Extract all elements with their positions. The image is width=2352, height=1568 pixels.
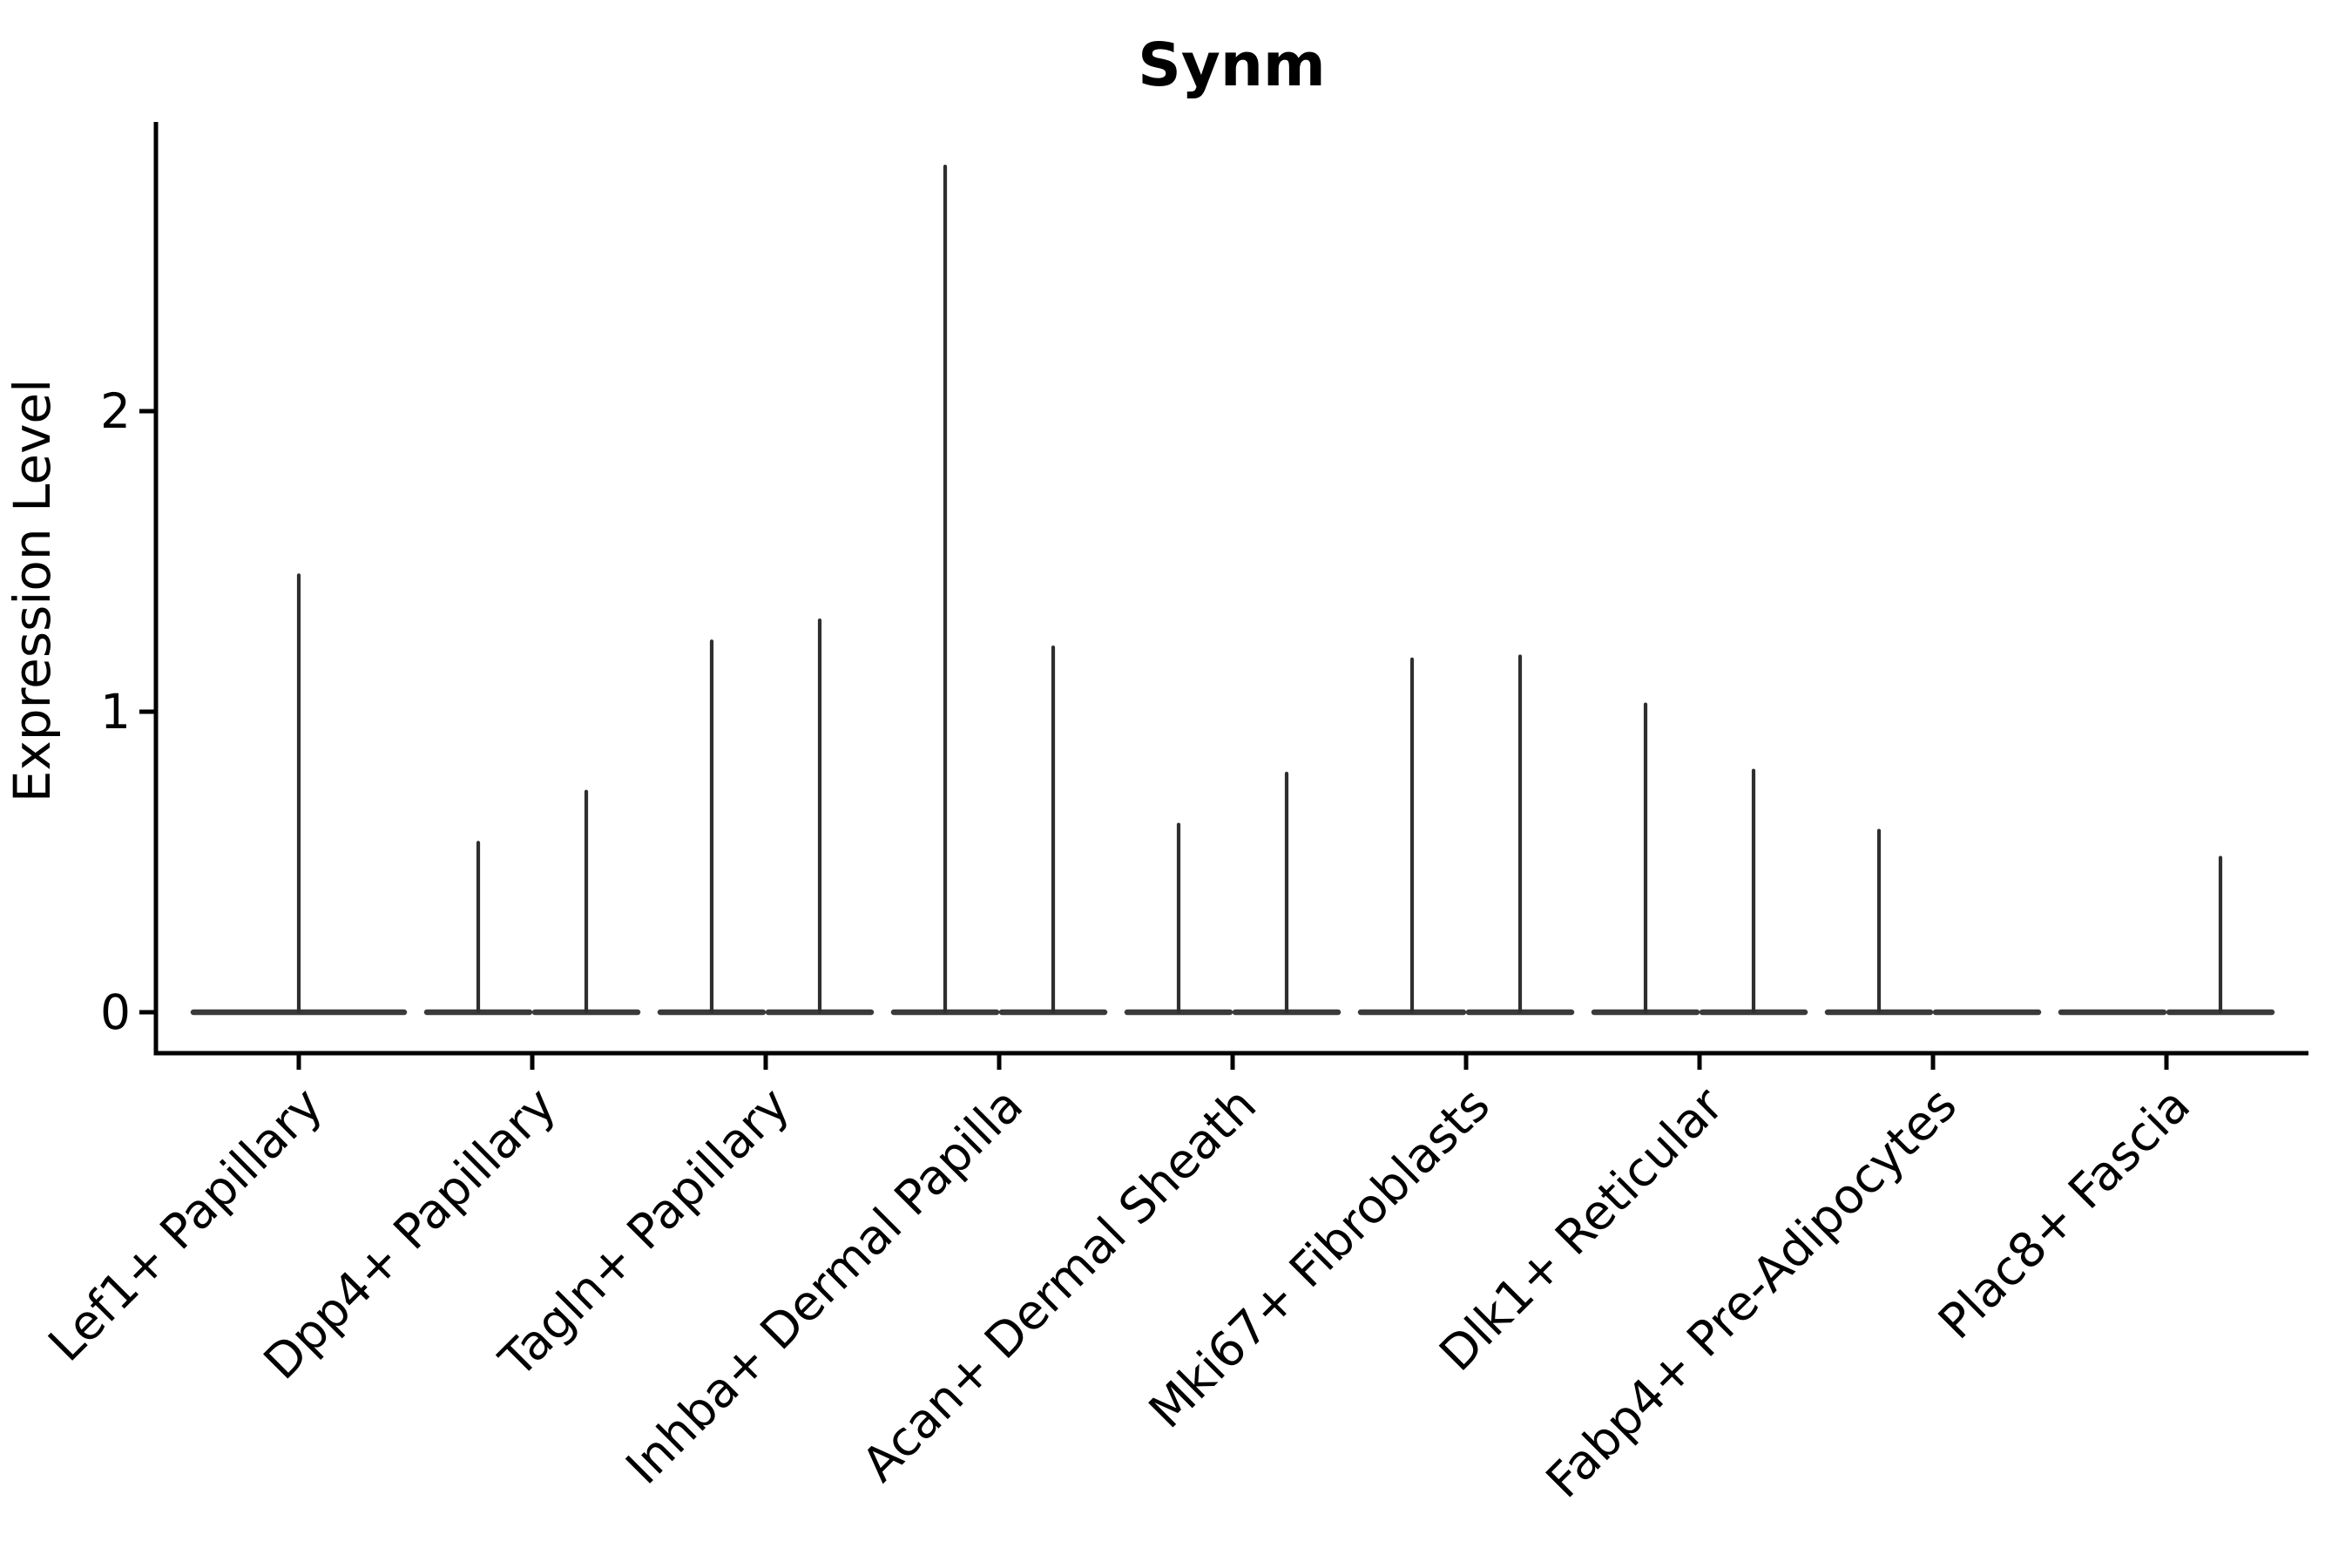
x-tick-label: Fabp4+ Pre-Adipocytes xyxy=(1535,1077,1967,1509)
x-tick-label: Acan+ Dermal Sheath xyxy=(851,1077,1267,1492)
chart-title: Synm xyxy=(1138,30,1326,100)
y-tick-label: 1 xyxy=(100,684,131,740)
y-tick-label: 0 xyxy=(100,984,131,1040)
y-tick-labels: 0 1 2 xyxy=(100,383,131,1040)
y-tick-label: 2 xyxy=(100,383,131,439)
x-tick-label: Plac8+ Fascia xyxy=(1928,1077,2200,1349)
y-axis-label: Expression Level xyxy=(3,379,62,802)
y-tick-marks xyxy=(139,409,156,1015)
x-tick-marks xyxy=(296,1053,2169,1070)
violin-series xyxy=(190,165,2275,1016)
x-tick-label: Inhba+ Dermal Papilla xyxy=(615,1077,1033,1495)
